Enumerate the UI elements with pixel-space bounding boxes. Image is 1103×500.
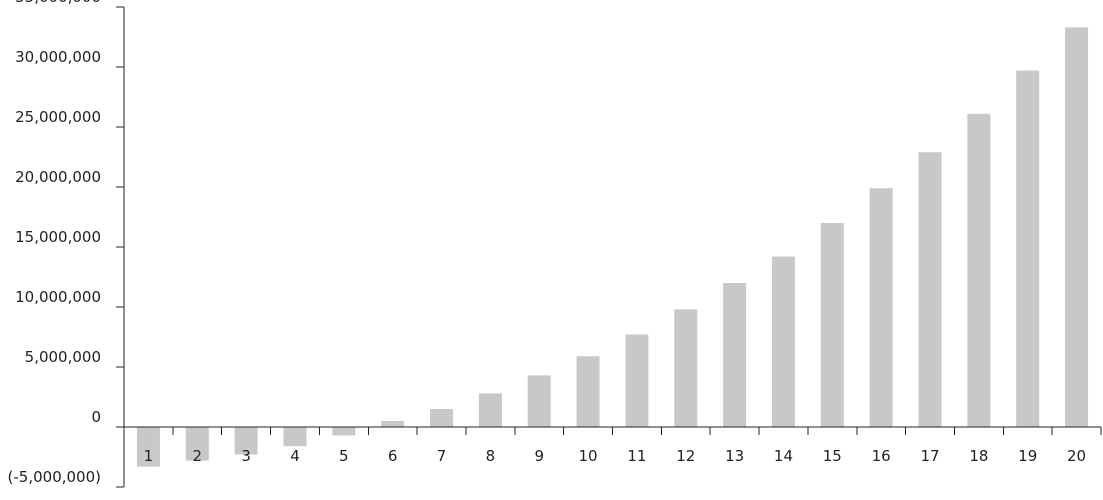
bar (771, 256, 795, 427)
x-tick-label: 12 (676, 447, 695, 465)
x-tick-label: 10 (579, 447, 598, 465)
bar (283, 427, 307, 447)
bar (1016, 70, 1040, 427)
bar (723, 283, 747, 427)
x-tick-label: 20 (1067, 447, 1086, 465)
x-tick-label: 11 (627, 447, 646, 465)
bar (527, 375, 551, 427)
y-tick-label: 20,000,000 (15, 168, 101, 186)
bar (478, 393, 502, 427)
y-tick-label: 15,000,000 (15, 228, 101, 246)
y-tick-label: 30,000,000 (15, 48, 101, 66)
bar (918, 152, 942, 427)
bar (967, 113, 991, 428)
bar (234, 427, 258, 455)
bar (576, 356, 600, 427)
bar (625, 334, 649, 427)
x-tick-label: 4 (290, 447, 300, 465)
bar (381, 421, 405, 427)
x-tick-label: 13 (725, 447, 744, 465)
x-tick-label: 15 (823, 447, 842, 465)
y-tick-label: (-5,000,000) (8, 468, 101, 486)
bar-series (136, 27, 1089, 467)
y-tick-label: 35,000,000 (15, 0, 101, 6)
x-tick-label: 16 (872, 447, 891, 465)
x-tick-label: 6 (388, 447, 398, 465)
x-tick-label: 9 (534, 447, 544, 465)
bar (674, 309, 698, 427)
x-tick-label: 19 (1018, 447, 1037, 465)
x-tick-label: 17 (920, 447, 939, 465)
x-tick-label: 5 (339, 447, 349, 465)
x-axis: 1 2 3 4 5 6 7 8 9 10 11 12 13 14 15 16 17 18 19 20 (123, 426, 1102, 465)
y-axis: (-5,000,000) 0 5,000,000 10,000,000 15,000,0… (8, 0, 125, 488)
bar (185, 427, 209, 461)
x-tick-label: 7 (437, 447, 447, 465)
x-tick-label: 1 (144, 447, 154, 465)
x-tick-label: 2 (193, 447, 203, 465)
bar (430, 409, 454, 427)
x-tick-label: 14 (774, 447, 793, 465)
bar (332, 427, 356, 436)
x-tick-label: 3 (241, 447, 251, 465)
bar (820, 223, 844, 427)
y-tick-label: 10,000,000 (15, 288, 101, 306)
y-tick-label: 5,000,000 (25, 348, 101, 366)
y-tick-label: 25,000,000 (15, 108, 101, 126)
x-tick-label: 18 (969, 447, 988, 465)
bar (1065, 27, 1089, 428)
bar (869, 188, 893, 427)
x-tick-label: 8 (486, 447, 496, 465)
y-tick-label: 0 (91, 408, 101, 426)
bar (136, 427, 160, 467)
